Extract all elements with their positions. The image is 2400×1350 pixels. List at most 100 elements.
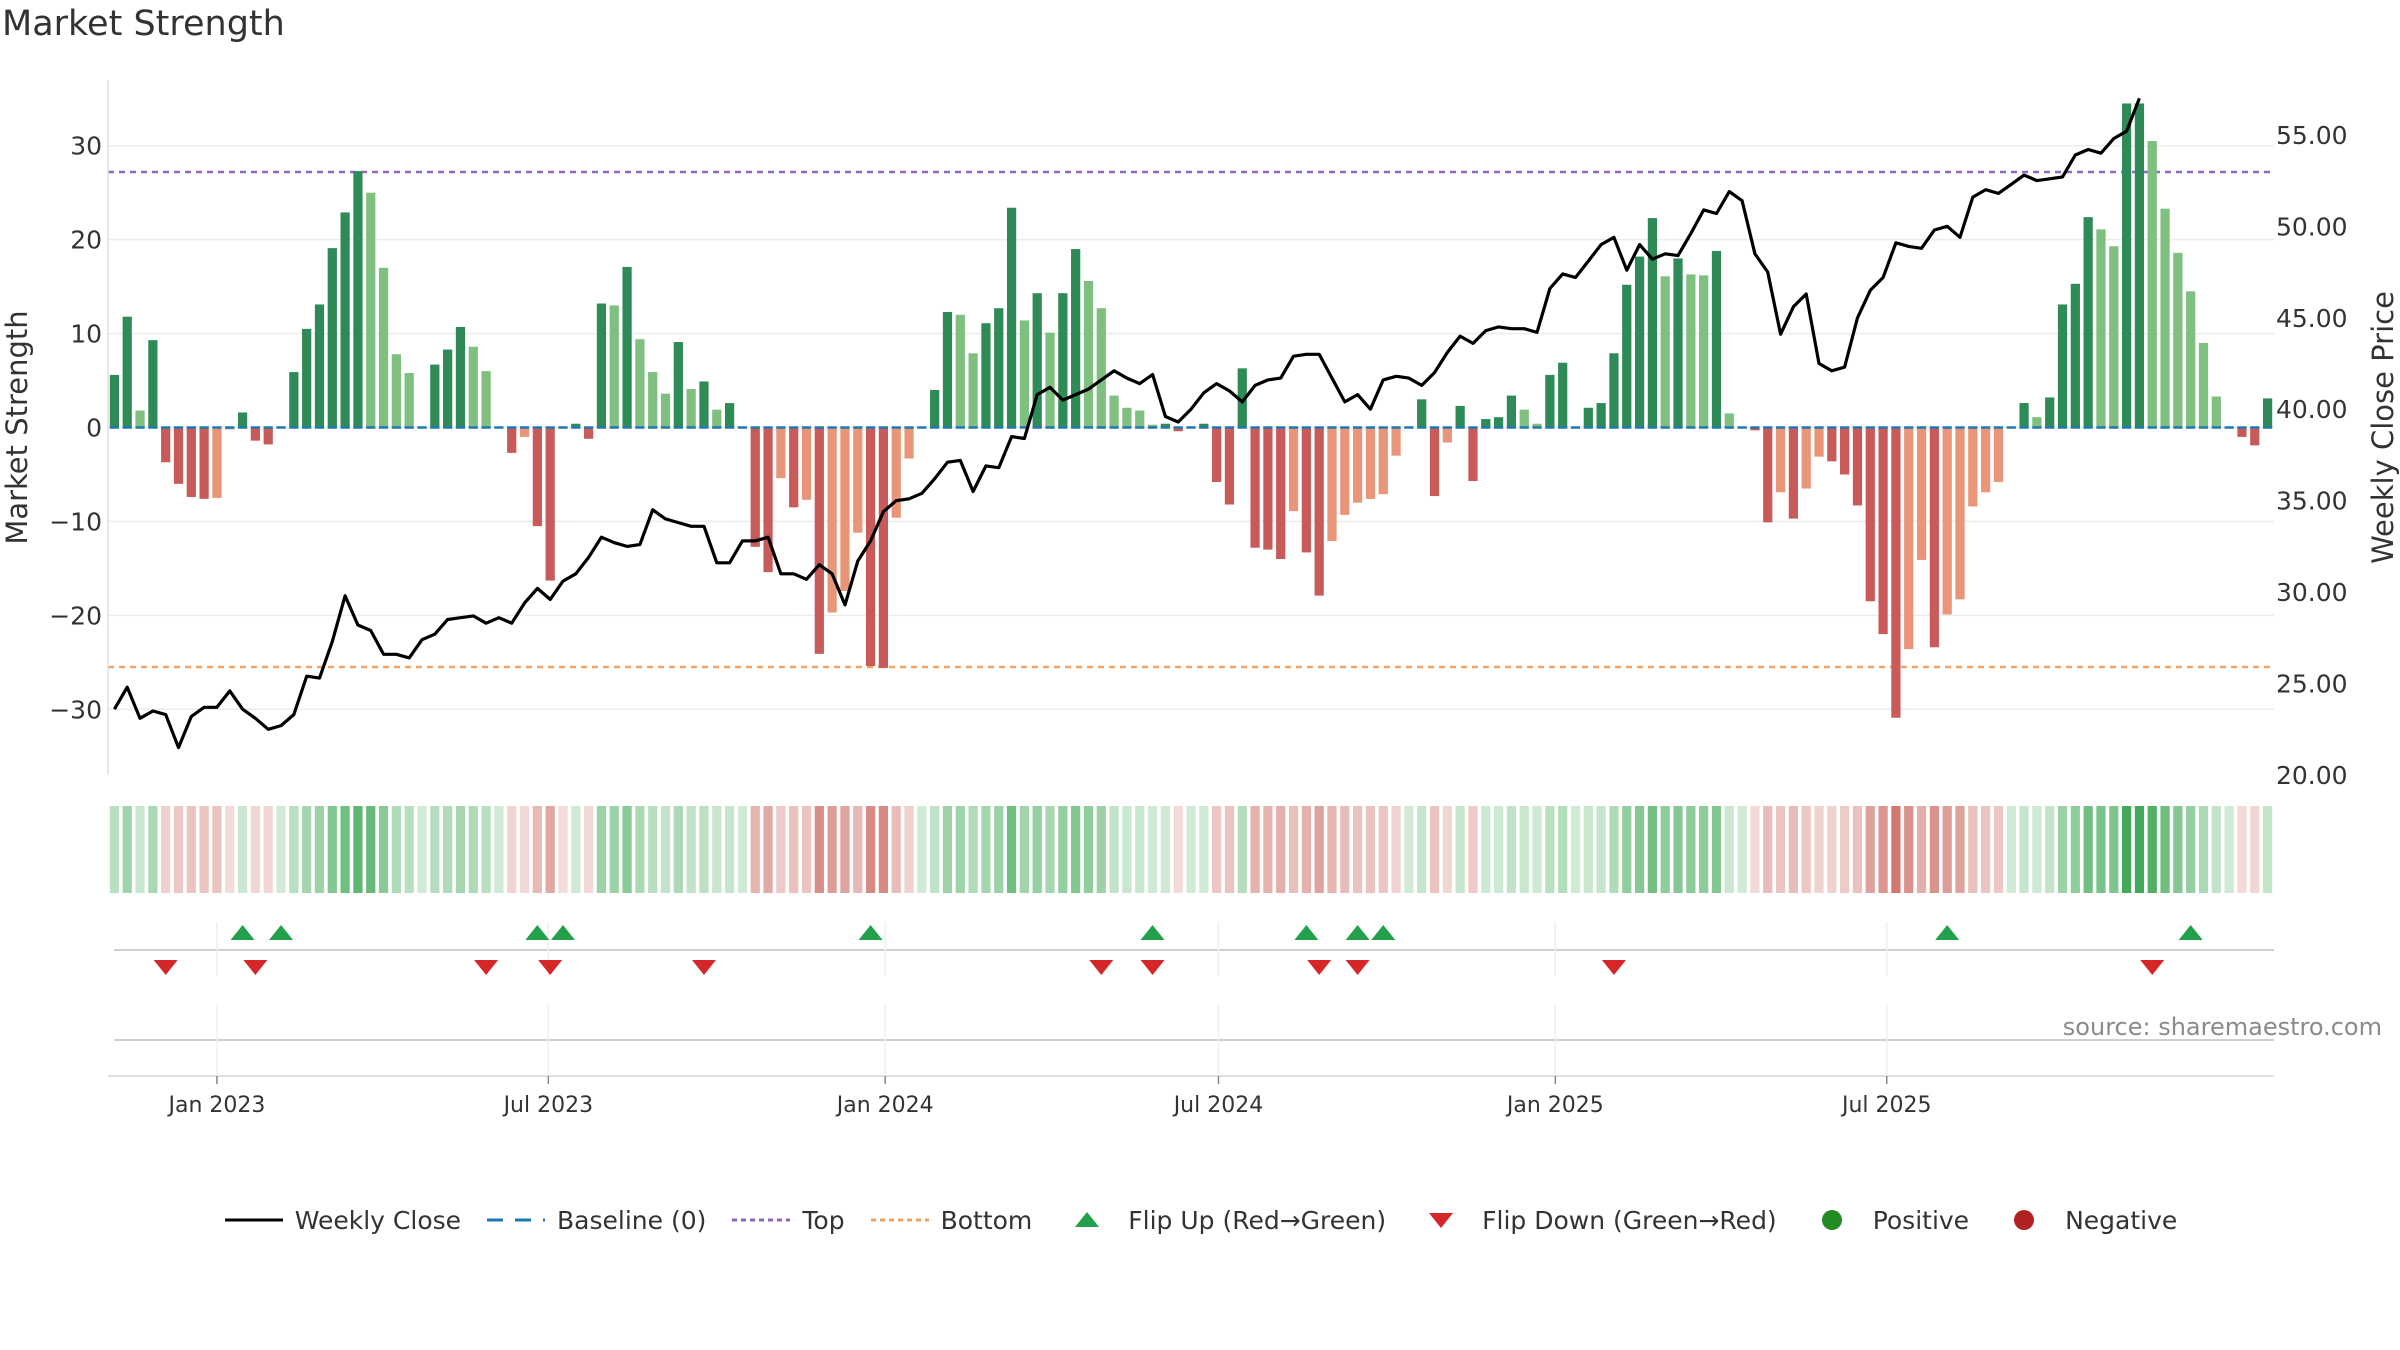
strength-bar [507, 427, 517, 453]
strength-bar [1340, 427, 1350, 515]
y-right-tick: 20.00 [2276, 761, 2348, 790]
strength-bar [519, 427, 530, 437]
strength-bar [2160, 208, 2170, 428]
heat-cell [789, 806, 799, 893]
heat-cell [1109, 806, 1119, 893]
strength-bar [1006, 207, 1017, 428]
strength-bar [302, 328, 312, 428]
heat-cell [558, 806, 568, 893]
heat-cell [289, 806, 299, 893]
strength-bar [2057, 304, 2068, 428]
chart-title: Market Strength [2, 4, 285, 44]
heat-cell [1622, 806, 1632, 893]
heat-cell [1840, 806, 1850, 893]
flip-down-marker [1307, 960, 1332, 975]
heat-cell [1519, 806, 1529, 893]
heat-cell [1276, 806, 1286, 893]
strength-bar [1724, 413, 1734, 428]
y-left-tick: 0 [86, 414, 102, 443]
y-left-tick: 10 [70, 320, 102, 349]
heat-cell [1250, 806, 1260, 893]
heat-cell [942, 806, 953, 893]
chart-legend: Weekly Close Baseline (0) Top Bottom Flip Up… [0, 1205, 2400, 1235]
flip-down-marker [1345, 960, 1370, 975]
strength-bar [724, 403, 735, 428]
x-tick-label: Jul 2023 [502, 1093, 594, 1118]
heat-cell [1263, 806, 1273, 893]
heat-cell [2109, 806, 2119, 893]
strength-bar [968, 353, 978, 428]
heat-cell [1699, 806, 1709, 893]
strength-bar [853, 427, 863, 533]
legend-item-positive: Positive [1801, 1205, 1969, 1235]
strength-bar [1391, 427, 1401, 456]
strength-bar [455, 327, 466, 428]
heat-cell [468, 806, 478, 893]
heat-cell [186, 806, 196, 893]
heat-cell [673, 806, 683, 893]
weekly-close-line [113, 97, 2141, 750]
strength-bar [289, 372, 299, 428]
heat-cell [2070, 806, 2080, 893]
strength-bar [1840, 427, 1850, 475]
heat-cell [1212, 806, 1222, 893]
strength-bar [1673, 258, 1683, 428]
strength-bar [1096, 308, 1106, 428]
heat-cell [968, 806, 978, 893]
strength-bar [1212, 427, 1222, 482]
strength-bar [353, 171, 363, 428]
flip-down-marker [1089, 960, 1114, 975]
strength-bar [1775, 427, 1786, 493]
heat-cell [545, 806, 555, 893]
heat-cell [1045, 806, 1055, 893]
strength-bar [2045, 397, 2055, 428]
strength-bar [1493, 417, 1504, 428]
heat-cell [2262, 806, 2273, 893]
flip-up-marker [1345, 925, 1370, 940]
heat-cell [237, 806, 248, 893]
heat-cell [1570, 806, 1581, 893]
strength-bar [161, 427, 171, 463]
strength-bar [1071, 249, 1081, 428]
heat-cell [1660, 806, 1670, 893]
legend-swatch-bottom [869, 1205, 931, 1235]
heat-cell [1455, 806, 1465, 893]
strength-bar [2147, 141, 2157, 428]
strength-bar [1032, 293, 1042, 428]
heat-cell [1788, 806, 1798, 893]
strength-bar [1814, 427, 1824, 457]
flip-up-marker [525, 925, 550, 940]
heat-cell [596, 806, 607, 893]
heat-cell [1493, 806, 1504, 893]
heat-cell [1737, 806, 1747, 893]
x-tick-label: Jan 2025 [1505, 1093, 1604, 1118]
legend-item-bottom: Bottom [869, 1205, 1032, 1235]
strength-bar [481, 371, 491, 428]
legend-swatch-top [730, 1205, 792, 1235]
heat-cell [135, 806, 145, 893]
strength-bar [1365, 427, 1376, 499]
heat-cell [302, 806, 312, 893]
strength-bar [930, 389, 940, 428]
strength-bar [1609, 353, 1619, 428]
strength-bar [1263, 427, 1273, 550]
heat-cell [1442, 806, 1452, 893]
reference-lines [108, 170, 2274, 669]
heat-cell [1135, 806, 1145, 893]
legend-label: Positive [1872, 1205, 1970, 1235]
heat-cell [1365, 806, 1376, 893]
y-left-tick: 30 [70, 132, 102, 161]
heat-cell [1083, 806, 1094, 893]
strength-bar [468, 346, 478, 428]
strength-bar [1288, 427, 1299, 512]
heat-cell [1827, 806, 1837, 893]
strength-bar [622, 266, 632, 428]
strength-bar [1686, 274, 1696, 428]
strength-bar [1109, 395, 1119, 428]
heat-cell [1301, 806, 1311, 893]
strength-bar [789, 427, 799, 508]
heat-cell [1327, 806, 1337, 893]
legend-label: Top [802, 1205, 845, 1235]
heat-cell [2224, 806, 2234, 893]
